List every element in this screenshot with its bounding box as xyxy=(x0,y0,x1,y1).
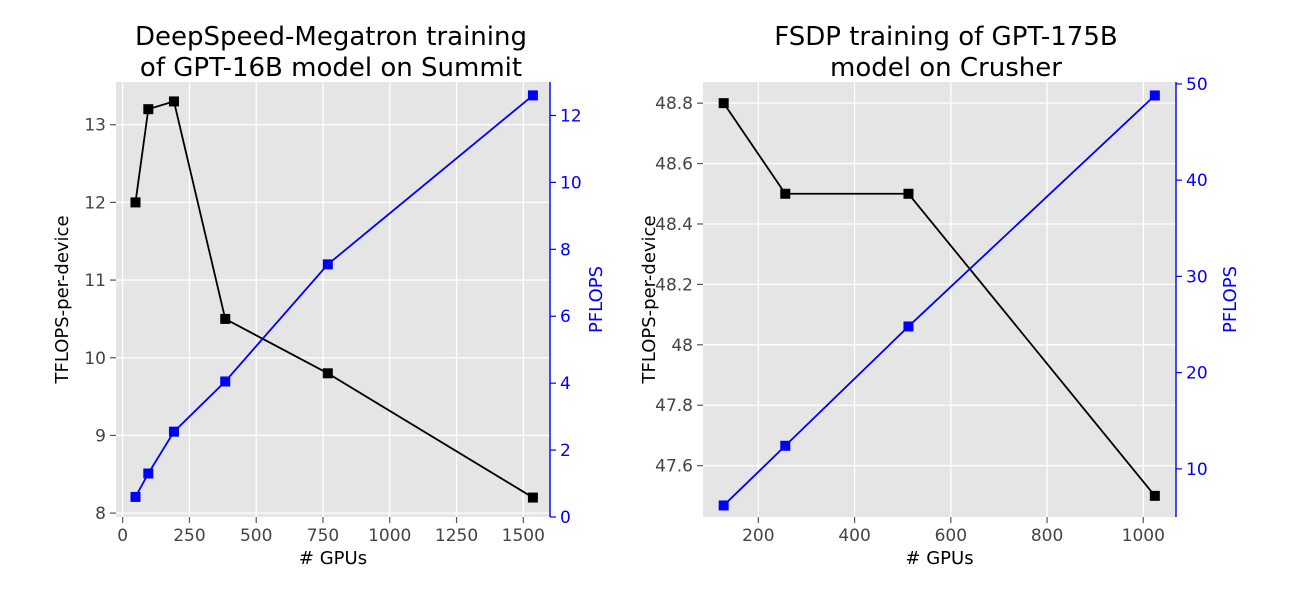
y2-tick-label: 2 xyxy=(560,441,571,461)
y-axis-label: TFLOPS-per-device xyxy=(52,215,73,384)
y-tick-label: 8 xyxy=(95,504,106,524)
y2-tick-label: 12 xyxy=(560,106,582,126)
data-point-pflops xyxy=(322,259,333,270)
x-tick-label: 1250 xyxy=(435,526,478,546)
x-axis-label: # GPUs xyxy=(299,548,367,569)
data-point-pflops xyxy=(143,468,154,479)
data-point-tflops xyxy=(322,368,333,379)
y-tick-label: 13 xyxy=(84,116,106,136)
y-tick-label: 10 xyxy=(84,349,106,369)
data-point-pflops xyxy=(527,90,538,101)
y-tick-label: 12 xyxy=(84,193,106,213)
y2-axis-label: PFLOPS xyxy=(586,266,607,333)
data-point-tflops xyxy=(143,104,154,115)
plot-area xyxy=(116,82,550,517)
y2-tick-label: 4 xyxy=(560,374,571,394)
data-point-tflops xyxy=(220,313,231,324)
chart-title-line: DeepSpeed-Megatron training xyxy=(135,22,527,52)
x-tick-label: 0 xyxy=(117,526,128,546)
x-tick-label: 250 xyxy=(173,526,205,546)
y-tick-label: 11 xyxy=(84,271,106,291)
y-tick-label: 9 xyxy=(95,426,106,446)
y2-tick-label: 8 xyxy=(560,240,571,260)
series-line-tflops xyxy=(134,100,534,499)
data-point-tflops xyxy=(527,492,538,503)
x-tick-label: 1500 xyxy=(502,526,545,546)
x-tick-label: 1000 xyxy=(368,526,411,546)
x-tick-label: 500 xyxy=(240,526,272,546)
y2-tick-label: 10 xyxy=(560,173,582,193)
data-point-tflops xyxy=(130,197,141,208)
data-point-tflops xyxy=(168,96,179,107)
x-tick-label: 750 xyxy=(307,526,339,546)
data-point-pflops xyxy=(168,426,179,437)
y2-tick-label: 6 xyxy=(560,307,571,327)
data-point-pflops xyxy=(130,491,141,502)
chart-title-line: of GPT-16B model on Summit xyxy=(140,53,522,83)
data-point-pflops xyxy=(220,376,231,387)
y2-tick-label: 0 xyxy=(560,508,571,528)
